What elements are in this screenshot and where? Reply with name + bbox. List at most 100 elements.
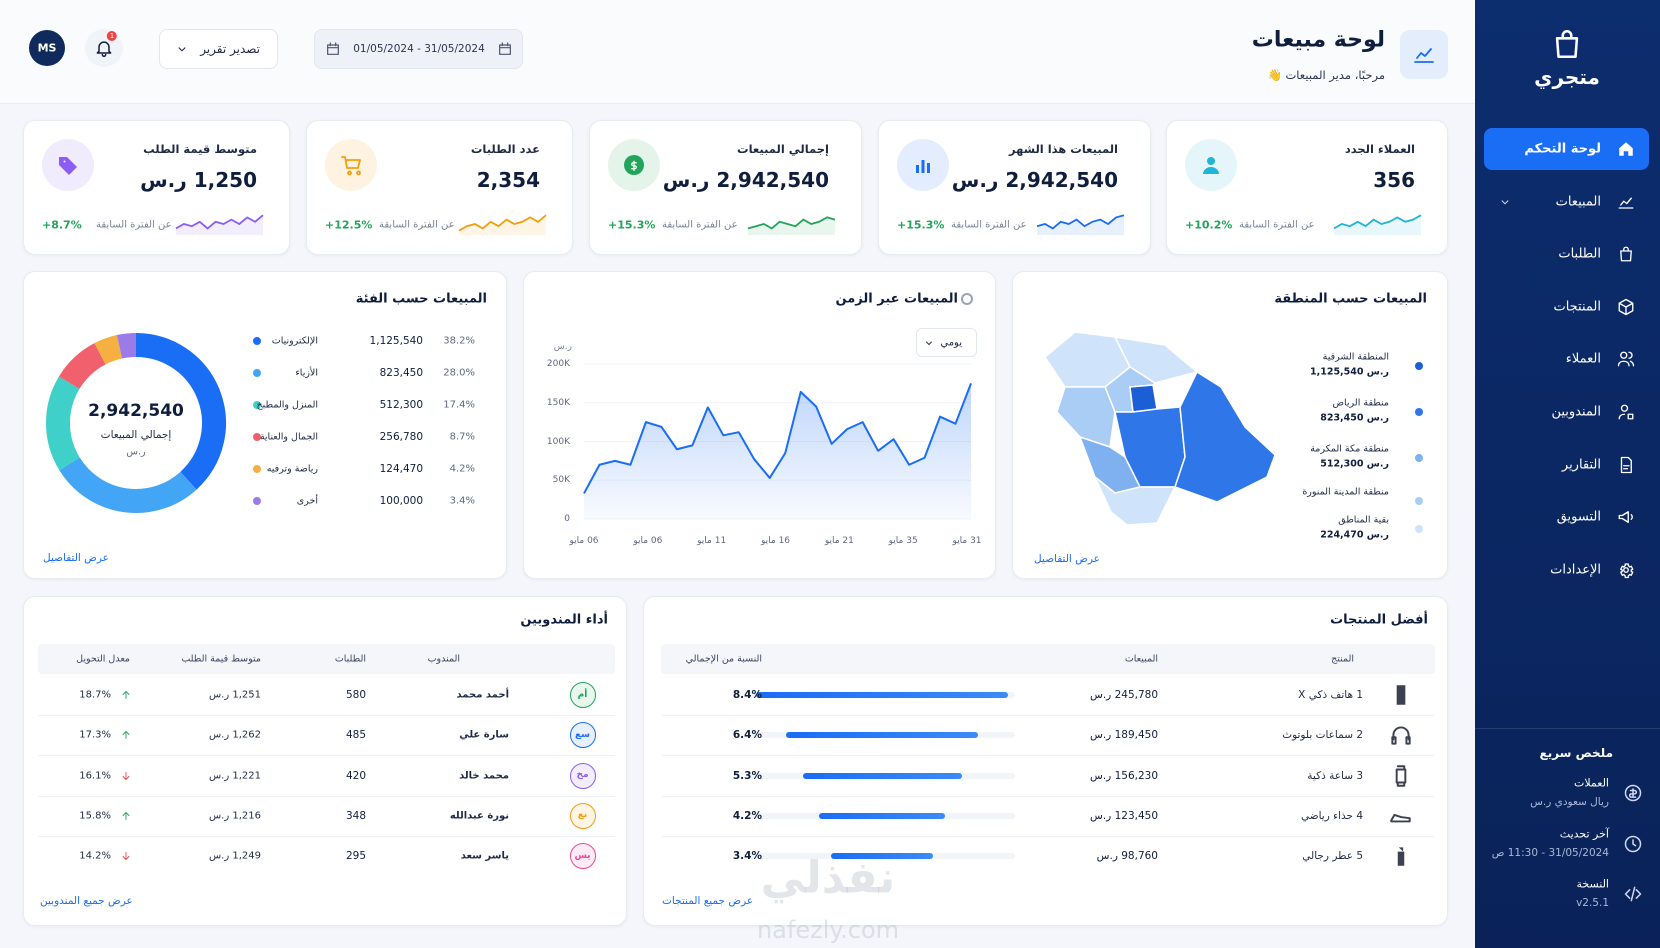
icon-shape: [122, 691, 130, 699]
product-sales: 245,780 ر.س: [1090, 689, 1158, 701]
icon-shape: [1624, 835, 1642, 852]
nav-item[interactable]: العملاء: [1484, 338, 1649, 380]
icon: [1396, 685, 1406, 705]
legend-dot: [253, 369, 261, 377]
column-header: معدل التحويل: [76, 653, 130, 665]
sparkline: [747, 216, 836, 235]
category-value: 1,125,540: [369, 335, 423, 347]
summary-value: ريال سعودي ر.س: [1530, 796, 1609, 808]
region-name: بقية المناطق: [1338, 514, 1389, 526]
product-share: 6.4%: [732, 729, 762, 742]
export-button[interactable]: تصدير تقرير: [159, 29, 278, 69]
kpi-card: عدد الطلبات 2,354 +12.5% عن الفترة السابقة: [306, 120, 573, 255]
share-bar: [831, 853, 933, 860]
rep-initials: مخ: [576, 770, 589, 781]
line: [583, 383, 972, 494]
column-header: النسبة من الإجمالي: [685, 653, 762, 665]
icon-shape: [916, 160, 930, 173]
region-value: ر.س 224,470: [1320, 529, 1389, 541]
column-header: المنتج: [1331, 653, 1354, 665]
icon: [1501, 199, 1509, 204]
nav-item[interactable]: الطلبات: [1484, 233, 1649, 275]
date-range[interactable]: 01/05/2024 - 31/05/2024: [314, 29, 523, 69]
icon-shape: [499, 42, 511, 55]
icon: [59, 157, 77, 175]
rep-orders: 420: [345, 769, 366, 782]
card-title: المبيعات حسب المنطقة: [1274, 291, 1427, 307]
region-map: [1044, 331, 1276, 526]
kpi-change-note: عن الفترة السابقة: [951, 219, 1027, 231]
sparkline-area: [1037, 215, 1124, 235]
nav-item[interactable]: لوحة التحكم: [1484, 128, 1649, 170]
rep-name: محمد خالد: [459, 770, 509, 782]
x-tick-label: 21 مايو: [824, 536, 854, 546]
category-value: 124,470: [379, 463, 423, 475]
notification-badge: 1: [106, 31, 118, 41]
row-divider: [661, 715, 1435, 716]
sparkline-line: [458, 214, 547, 232]
avatar[interactable]: MS: [29, 30, 65, 66]
all-products-link[interactable]: عرض جميع المنتجات: [662, 895, 754, 907]
notification-bell[interactable]: 1: [85, 29, 123, 67]
header-icon: [1400, 30, 1448, 79]
legend-dot: [253, 465, 261, 473]
kpi-icon: [608, 139, 660, 191]
nav-item[interactable]: المنتجات: [1484, 286, 1649, 328]
icon-shape: [1555, 29, 1579, 59]
icon-shape: [926, 341, 932, 345]
period-dropdown[interactable]: يومي: [916, 328, 977, 357]
icon: [1395, 764, 1407, 787]
icon-shape: [1620, 563, 1634, 578]
summary-value: 31/05/2024 - 11:30 ص: [1491, 846, 1609, 859]
icon: [1391, 726, 1411, 745]
y-tick-label: 50K: [552, 475, 570, 486]
kpi-label: المبيعات هذا الشهر: [1009, 142, 1118, 156]
map-region: [1174, 370, 1276, 503]
donut-chart: [46, 333, 226, 513]
row-divider: [38, 715, 615, 716]
details-link[interactable]: عرض التفاصيل: [1034, 553, 1100, 565]
nav-item[interactable]: المندوبين: [1484, 391, 1649, 433]
icon: [1624, 886, 1642, 902]
donut-segment: [135, 333, 226, 490]
page-title: لوحة مبيعات: [1251, 27, 1385, 53]
category-name: المنزل والمطبخ: [256, 399, 318, 411]
rep-avatar: سع: [570, 722, 596, 749]
rep-orders: 580: [345, 689, 366, 701]
nav-label: المبيعات: [1555, 194, 1601, 210]
rep-conversion: 17.3%: [79, 729, 111, 741]
kpi-value: 2,942,540 ر.س: [662, 168, 829, 192]
sparkline: [1333, 214, 1422, 235]
category-share: 17.4%: [443, 399, 475, 411]
product-name: هاتف ذكي X: [1298, 689, 1353, 701]
donut-segment: [94, 335, 123, 365]
brand: متجري: [1534, 65, 1600, 89]
kpi-value: 2,354: [476, 168, 540, 192]
nav-item[interactable]: التقارير: [1484, 444, 1649, 486]
icon-shape: [1391, 726, 1411, 745]
product-rank: 5: [1356, 850, 1363, 863]
nav-item[interactable]: التسويق: [1484, 496, 1649, 538]
row-divider: [38, 755, 615, 757]
all-reps-link[interactable]: عرض جميع المندوبين: [40, 895, 133, 907]
product-name: حذاء رياضي: [1300, 809, 1353, 822]
x-tick-label: 11 مايو: [697, 536, 727, 546]
category-share: 8.7%: [449, 431, 475, 443]
product-rank: 4: [1356, 809, 1363, 822]
kpi-change-note: عن الفترة السابقة: [379, 219, 455, 231]
y-tick-label: 100K: [546, 436, 570, 447]
kpi-change-note: عن الفترة السابقة: [1239, 219, 1315, 231]
details-link[interactable]: عرض التفاصيل: [43, 552, 109, 564]
nav-item[interactable]: المبيعات: [1484, 181, 1649, 223]
icon: [1414, 48, 1434, 63]
icon: [1620, 456, 1632, 473]
kpi-change-note: عن الفترة السابقة: [96, 219, 172, 231]
nav-item[interactable]: الإعدادات: [1484, 549, 1649, 591]
nav-label: التسويق: [1556, 509, 1601, 525]
share-bar: [786, 732, 978, 739]
nav-label: العملاء: [1565, 351, 1601, 367]
sparkline-line: [747, 216, 836, 230]
rep-avatar: أم: [570, 682, 596, 708]
product-share: 8.4%: [732, 689, 762, 701]
legend-dot: [253, 497, 261, 505]
